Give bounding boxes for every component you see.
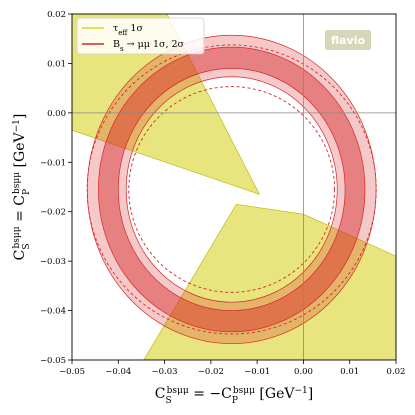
- tau-eff-band: [72, 14, 261, 195]
- flavio-watermark: flavio: [325, 30, 371, 50]
- y-tick-label: −0.02: [40, 208, 66, 218]
- x-axis-label: CSbsμμ = −CPbsμμ [GeV−1]: [155, 386, 313, 406]
- x-tick-label: −0.04: [105, 367, 131, 377]
- x-tick-label: 0.00: [294, 367, 313, 377]
- tau-eff-band-lower: [143, 203, 396, 360]
- legend: τeff 1σ Bs → μμ 1σ, 2σ: [76, 17, 205, 55]
- bs-mumu-dashed-inner: [128, 86, 336, 293]
- x-tick-label: −0.05: [59, 367, 85, 377]
- plot-area: [72, 14, 396, 360]
- x-tick-label: 0.02: [387, 367, 406, 377]
- x-tick-label: −0.02: [198, 367, 224, 377]
- legend-box: [76, 17, 205, 55]
- legend-label-tau: τeff 1σ: [113, 23, 143, 37]
- y-axis-ticks: −0.05 −0.04 −0.03 −0.02 −0.01 0.00 0.01 0.02: [40, 10, 72, 366]
- legend-label-bs: Bs → μμ 1σ, 2σ: [113, 39, 185, 53]
- y-tick-label: 0.01: [47, 59, 66, 69]
- y-tick-label: 0.02: [47, 10, 66, 20]
- x-tick-label: −0.03: [152, 367, 178, 377]
- y-tick-label: −0.04: [40, 307, 66, 317]
- y-tick-label: 0.00: [47, 109, 66, 119]
- x-tick-label: −0.01: [244, 367, 270, 377]
- watermark-label: flavio: [331, 34, 366, 47]
- watermark-box: [325, 30, 371, 50]
- bs-mumu-dashed-outer: [86, 44, 377, 335]
- y-tick-label: −0.03: [40, 257, 66, 267]
- y-tick-label: −0.05: [40, 356, 66, 366]
- plot-frame: [71, 13, 397, 361]
- x-axis-ticks: −0.05 −0.04 −0.03 −0.02 −0.01 0.00 0.01 0.02: [59, 360, 406, 377]
- y-axis-label: CSbsμμ = CPbsμμ [GeV−1]: [12, 114, 32, 261]
- x-tick-label: 0.01: [340, 367, 359, 377]
- bs-mumu-1sigma-region: [98, 46, 366, 333]
- y-tick-label: −0.01: [40, 158, 66, 168]
